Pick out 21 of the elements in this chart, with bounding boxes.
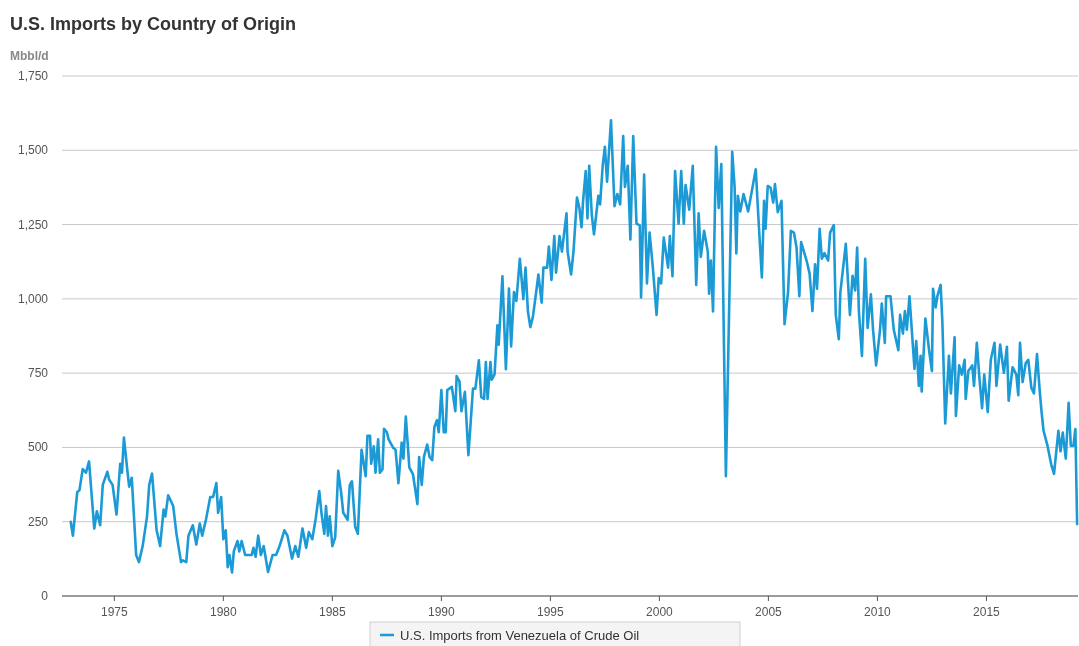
x-tick-label: 2005 xyxy=(755,605,783,619)
x-tick-label: 1980 xyxy=(209,605,238,619)
line-series xyxy=(69,118,1079,574)
x-tick-label: 2015 xyxy=(973,605,1001,619)
chart-title: U.S. Imports by Country of Origin xyxy=(10,14,297,34)
y-tick-label: 1,500 xyxy=(17,143,49,158)
y-tick-label: 1,250 xyxy=(17,217,49,232)
y-tick-label: 1,000 xyxy=(17,291,49,306)
y-axis-title: Mbbl/d xyxy=(10,49,49,63)
x-tick-label: 1975 xyxy=(100,605,128,619)
x-tick-label: 1995 xyxy=(537,605,565,619)
y-tick-label: 1,750 xyxy=(17,69,49,83)
y-tick-label: 250 xyxy=(27,514,49,529)
x-tick-label: 1990 xyxy=(428,605,456,619)
x-tick-label: 2010 xyxy=(864,605,892,619)
y-tick-label: 500 xyxy=(27,440,49,455)
x-tick-label: 1985 xyxy=(319,605,347,619)
legend-label: U.S. Imports from Venezuela of Crude Oil xyxy=(400,628,640,643)
y-tick-label: 0 xyxy=(41,589,49,603)
x-tick-label: 2000 xyxy=(646,605,674,619)
y-tick-label: 750 xyxy=(27,366,49,381)
